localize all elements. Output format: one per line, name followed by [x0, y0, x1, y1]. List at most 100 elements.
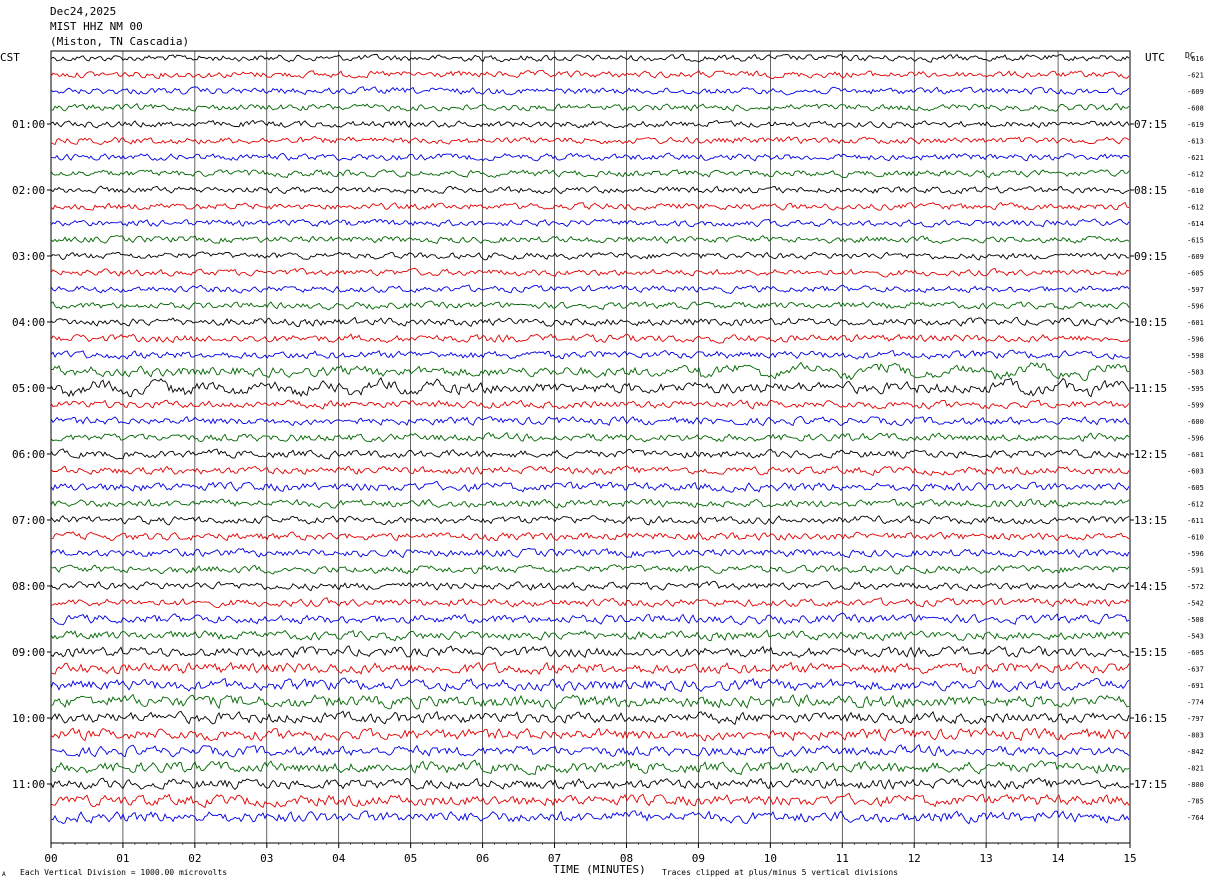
dc-offset-label: -821 — [1187, 765, 1204, 773]
right-time-label: 13:15 — [1134, 514, 1167, 527]
trace-line — [50, 480, 1130, 493]
left-time-label: 04:00 — [12, 316, 45, 329]
x-tick-label: 00 — [44, 852, 57, 865]
trace-line — [50, 53, 1130, 63]
dc-offset-label: -596 — [1187, 435, 1204, 443]
right-time-label: 08:15 — [1134, 184, 1167, 197]
x-tick-label: 03 — [260, 852, 273, 865]
trace-line — [50, 377, 1130, 398]
footer-corner-mark: A — [2, 871, 6, 878]
right-axis-label: UTC — [1145, 51, 1165, 64]
trace-line — [50, 415, 1130, 427]
trace-line — [50, 103, 1130, 112]
trace-line — [50, 547, 1130, 559]
dc-offset-label: -603 — [1187, 468, 1204, 476]
dc-offset-label: -601 — [1187, 319, 1204, 327]
trace-line — [50, 333, 1130, 344]
header-date: Dec24,2025 — [50, 5, 116, 18]
dc-offset-label: -610 — [1187, 534, 1204, 542]
x-tick-label: 02 — [188, 852, 201, 865]
dc-offset-label: -542 — [1187, 600, 1204, 608]
trace-line — [50, 710, 1130, 726]
x-tick-label: 06 — [476, 852, 489, 865]
dc-offset-label: -609 — [1187, 253, 1204, 261]
trace-line — [50, 201, 1130, 211]
dc-offset-label: -691 — [1187, 682, 1204, 690]
x-tick-label: 12 — [908, 852, 921, 865]
left-time-label: 01:00 — [12, 118, 45, 131]
trace-line — [50, 515, 1130, 526]
dc-offset-label: -596 — [1187, 550, 1204, 558]
trace-line — [50, 119, 1130, 129]
dc-offset-label: -611 — [1187, 517, 1204, 525]
trace-line — [50, 316, 1130, 328]
x-tick-label: 10 — [764, 852, 777, 865]
dc-offset-label: -612 — [1187, 501, 1204, 509]
left-time-label: 05:00 — [12, 382, 45, 395]
dc-offset-label: -612 — [1187, 204, 1204, 212]
trace-line — [50, 727, 1130, 742]
time-labels: -616 -621 -609 -608 -619 -613 -621 -612 -610 -612… — [12, 55, 1204, 822]
dc-offset-label: -598 — [1187, 352, 1204, 360]
right-time-label: 17:15 — [1134, 778, 1167, 791]
x-tick-label: 04 — [332, 852, 346, 865]
trace-line — [50, 810, 1130, 825]
trace-line — [50, 677, 1130, 693]
trace-line — [50, 693, 1130, 710]
dc-offset-label: -621 — [1187, 154, 1204, 162]
dc-offset-label: -605 — [1187, 270, 1204, 278]
left-time-label: 08:00 — [12, 580, 45, 593]
trace-line — [50, 645, 1130, 659]
right-time-label: 16:15 — [1134, 712, 1167, 725]
dc-offset-label: -619 — [1187, 121, 1204, 129]
trace-line — [50, 185, 1130, 195]
dc-offset-label: -610 — [1187, 187, 1204, 195]
dc-offset-label: -614 — [1187, 220, 1204, 228]
right-time-label: 15:15 — [1134, 646, 1167, 659]
trace-line — [50, 498, 1130, 509]
trace-line — [50, 235, 1130, 245]
scale-note: Each Vertical Division = 1000.00 microvo… — [20, 868, 227, 877]
trace-line — [50, 251, 1129, 261]
x-tick-label: 01 — [116, 852, 129, 865]
right-time-label: 14:15 — [1134, 580, 1167, 593]
x-tick-label: 08 — [620, 852, 633, 865]
trace-line — [50, 629, 1130, 642]
x-tick-label: 05 — [404, 852, 417, 865]
x-tick-label: 11 — [836, 852, 849, 865]
trace-line — [50, 300, 1130, 311]
grid-lines: 00 01 02 03 04 05 06 07 08 09 10 11 12 13 14 15 — [44, 50, 1137, 865]
trace-line — [50, 267, 1130, 278]
dc-offset-label: -615 — [1187, 237, 1204, 245]
dc-offset-label: -508 — [1187, 616, 1204, 624]
dc-offset-label: -591 — [1187, 567, 1204, 575]
trace-line — [50, 152, 1130, 162]
trace-line — [50, 465, 1130, 477]
left-time-label: 07:00 — [12, 514, 45, 527]
trace-line — [50, 564, 1130, 575]
dc-offset-label: -600 — [1187, 418, 1204, 426]
right-time-label: 10:15 — [1134, 316, 1167, 329]
x-tick-label: 15 — [1123, 852, 1136, 865]
trace-line — [50, 432, 1130, 443]
left-time-label: 09:00 — [12, 646, 45, 659]
dc-offset-label: -621 — [1187, 72, 1204, 80]
left-time-label: 03:00 — [12, 250, 45, 263]
dc-offset-label: -601 — [1187, 451, 1204, 459]
dc-offset-label: -612 — [1187, 171, 1204, 179]
trace-line — [50, 597, 1130, 609]
dc-offset-label: -637 — [1187, 666, 1204, 674]
dc-offset-label: -609 — [1187, 88, 1204, 96]
dc-offset-label: -842 — [1187, 748, 1204, 756]
trace-line — [50, 69, 1130, 80]
clip-note: Traces clipped at plus/minus 5 vertical … — [662, 868, 898, 877]
x-tick-label: 07 — [548, 852, 561, 865]
dc-offset-label: -599 — [1187, 402, 1204, 410]
dc-offset-label: -797 — [1187, 715, 1204, 723]
dc-offset-label: -785 — [1187, 798, 1204, 806]
dc-offset-label: -595 — [1187, 385, 1204, 393]
dc-offset-label: -543 — [1187, 633, 1204, 641]
trace-line — [50, 169, 1130, 179]
left-time-label: 11:00 — [12, 778, 45, 791]
